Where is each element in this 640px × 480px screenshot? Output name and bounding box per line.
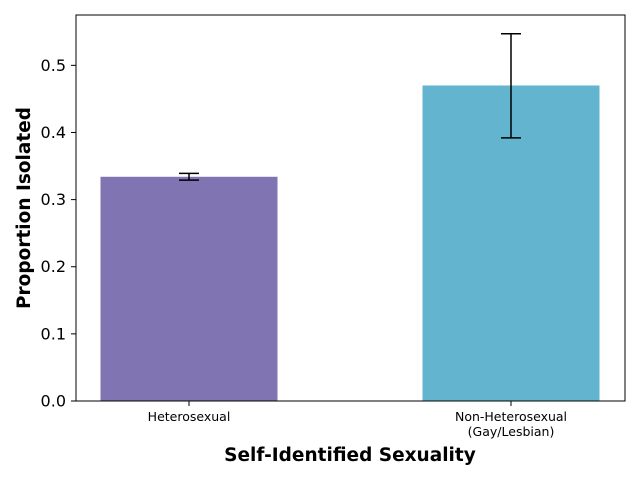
plot-frame <box>75 14 626 402</box>
y-axis: 0.0 0.1 0.2 0.3 0.4 0.5 <box>41 56 76 411</box>
x-tick-label-line: Non-Heterosexual <box>455 409 567 424</box>
x-axis: Heterosexual Non-Heterosexual (Gay/Lesbian… <box>148 401 567 439</box>
x-tick-label-1: Non-Heterosexual (Gay/Lesbian) <box>455 409 567 439</box>
y-axis-title: Proportion Isolated <box>14 107 35 309</box>
y-tick-label-1: 0.1 <box>41 324 66 343</box>
x-tick-label-0: Heterosexual <box>148 409 231 424</box>
x-tick-label-line: (Gay/Lesbian) <box>468 424 555 439</box>
y-tick-label-3: 0.3 <box>41 190 66 209</box>
y-tick-label-5: 0.5 <box>41 56 66 75</box>
y-tick-label-2: 0.2 <box>41 257 66 276</box>
y-tick-label-0: 0.0 <box>41 392 66 411</box>
errorbars-layer <box>179 33 521 181</box>
x-axis-title: Self-Identified Sexuality <box>224 445 476 466</box>
bar-0 <box>100 176 278 401</box>
bars-layer <box>100 85 600 402</box>
y-tick-label-4: 0.4 <box>41 123 66 142</box>
x-tick-label-line: Heterosexual <box>148 409 231 424</box>
